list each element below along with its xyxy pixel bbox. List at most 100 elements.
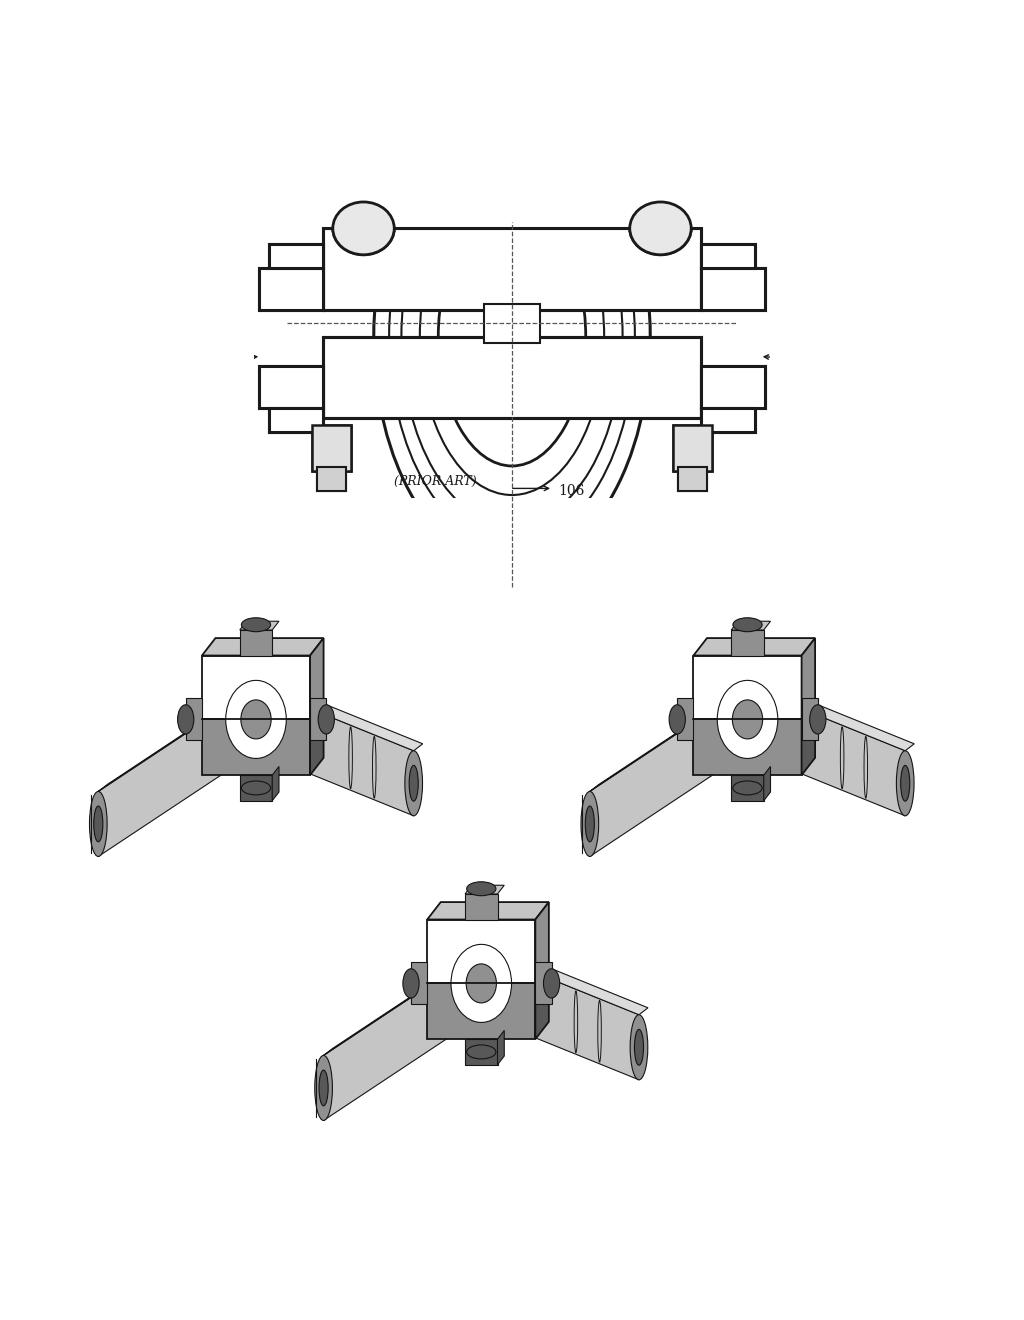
- Bar: [317, 467, 346, 491]
- Polygon shape: [590, 680, 757, 792]
- Text: 100: 100: [252, 176, 279, 189]
- Polygon shape: [748, 680, 914, 751]
- Ellipse shape: [669, 705, 685, 734]
- Polygon shape: [240, 775, 272, 801]
- Bar: [312, 425, 351, 471]
- Ellipse shape: [410, 766, 418, 801]
- Ellipse shape: [241, 700, 271, 739]
- Polygon shape: [427, 920, 536, 983]
- Ellipse shape: [318, 705, 335, 734]
- Bar: [673, 425, 712, 471]
- Ellipse shape: [733, 618, 762, 632]
- Polygon shape: [324, 950, 481, 1121]
- Polygon shape: [802, 638, 815, 719]
- Bar: [323, 337, 701, 418]
- Polygon shape: [498, 1031, 504, 1065]
- Bar: [701, 268, 765, 310]
- Text: 222: 222: [136, 685, 161, 698]
- Text: 215: 215: [819, 682, 843, 696]
- Ellipse shape: [466, 964, 497, 1003]
- Bar: [269, 408, 323, 432]
- Ellipse shape: [333, 202, 394, 255]
- Ellipse shape: [467, 1045, 496, 1059]
- Text: May 24, 2012  Sheet 1 of 11: May 24, 2012 Sheet 1 of 11: [352, 51, 549, 65]
- Bar: [312, 425, 351, 471]
- Text: (PRIOR ART): (PRIOR ART): [394, 475, 477, 488]
- Polygon shape: [802, 702, 815, 775]
- Polygon shape: [185, 698, 202, 741]
- Ellipse shape: [177, 705, 194, 734]
- Bar: [323, 337, 701, 418]
- Text: 215: 215: [568, 954, 592, 968]
- Polygon shape: [202, 719, 310, 775]
- Ellipse shape: [467, 882, 496, 896]
- Polygon shape: [240, 622, 279, 630]
- Bar: [323, 228, 701, 310]
- Ellipse shape: [420, 178, 604, 495]
- Text: 105: 105: [640, 165, 667, 178]
- Ellipse shape: [717, 680, 778, 759]
- Polygon shape: [481, 944, 648, 1015]
- Ellipse shape: [581, 792, 599, 857]
- Bar: [701, 244, 755, 268]
- Bar: [259, 268, 323, 310]
- Polygon shape: [98, 680, 265, 792]
- Polygon shape: [324, 944, 490, 1056]
- Polygon shape: [536, 902, 549, 983]
- Text: FIG. 1: FIG. 1: [476, 508, 548, 529]
- Text: 115: 115: [135, 355, 162, 368]
- Polygon shape: [731, 775, 764, 801]
- Bar: [701, 366, 765, 408]
- Polygon shape: [677, 698, 693, 741]
- Polygon shape: [411, 962, 427, 1005]
- Bar: [0, 0, 1024, 228]
- Ellipse shape: [733, 781, 762, 795]
- Text: 220: 220: [90, 643, 114, 656]
- Polygon shape: [202, 656, 310, 719]
- Bar: [701, 366, 765, 408]
- Text: 210: 210: [587, 924, 610, 937]
- Bar: [673, 425, 712, 471]
- Polygon shape: [427, 983, 536, 1039]
- Ellipse shape: [630, 202, 691, 255]
- Polygon shape: [427, 902, 549, 920]
- Ellipse shape: [451, 944, 512, 1023]
- Ellipse shape: [630, 202, 691, 255]
- Polygon shape: [764, 767, 770, 801]
- Ellipse shape: [896, 751, 914, 816]
- Polygon shape: [256, 680, 423, 751]
- Bar: [483, 304, 541, 343]
- Bar: [701, 244, 755, 268]
- Polygon shape: [693, 719, 802, 775]
- Ellipse shape: [319, 1071, 328, 1106]
- Ellipse shape: [635, 1030, 643, 1065]
- Polygon shape: [465, 894, 498, 920]
- Text: Patent Application Publication: Patent Application Publication: [87, 51, 302, 65]
- Ellipse shape: [242, 781, 270, 795]
- Bar: [678, 467, 707, 491]
- Ellipse shape: [404, 751, 423, 816]
- Ellipse shape: [225, 680, 287, 759]
- Bar: [269, 408, 323, 432]
- Bar: [701, 408, 755, 432]
- Ellipse shape: [901, 766, 909, 801]
- Text: 200: 200: [671, 618, 694, 631]
- Ellipse shape: [810, 705, 826, 734]
- Text: 210: 210: [377, 653, 400, 667]
- Text: 106: 106: [558, 484, 585, 498]
- Polygon shape: [536, 962, 552, 1005]
- Bar: [269, 244, 323, 268]
- Ellipse shape: [732, 700, 763, 739]
- Ellipse shape: [544, 969, 560, 998]
- Polygon shape: [240, 630, 272, 656]
- Polygon shape: [310, 698, 327, 741]
- Bar: [259, 366, 323, 408]
- Bar: [0, 0, 254, 1320]
- Text: 200: 200: [215, 618, 239, 631]
- Polygon shape: [465, 886, 504, 894]
- Ellipse shape: [374, 106, 650, 568]
- Bar: [323, 228, 701, 310]
- Bar: [678, 467, 707, 491]
- Ellipse shape: [438, 207, 586, 466]
- Polygon shape: [310, 702, 324, 775]
